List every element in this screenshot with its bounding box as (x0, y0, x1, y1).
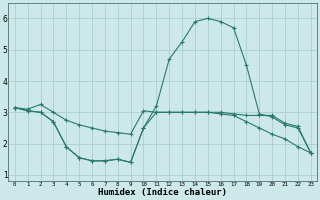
X-axis label: Humidex (Indice chaleur): Humidex (Indice chaleur) (98, 188, 227, 197)
